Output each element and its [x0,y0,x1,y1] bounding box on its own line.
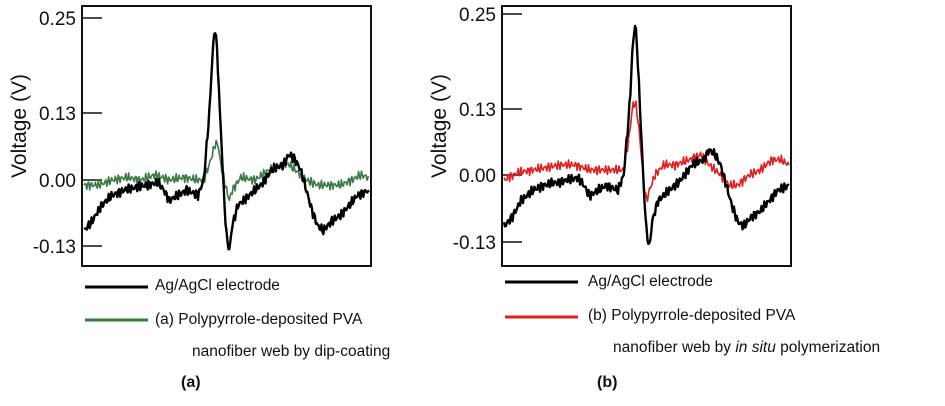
legend-b-series-label-2: nanofiber web by in situ polymerization [613,339,880,357]
series-line-ag-agcl [502,24,790,246]
caption-a: (a) [181,374,201,391]
plot-frame-(b) [501,5,792,267]
legend-b-text-post: polymerization [775,339,881,356]
plot-frame-(a) [81,5,372,267]
series-line-polypyrrole [83,139,370,202]
caption-b: (b) [597,374,618,391]
y-axis-label: Voltage (V) [428,74,451,178]
y-tick-label: -0.13 [33,237,76,258]
y-tick-label: 0.25 [459,5,496,26]
y-axis-label: Voltage (V) [8,74,31,178]
legend-b-italic: in situ [735,339,776,356]
legend-a-ref-label: Ag/AgCl electrode [155,277,280,294]
series-line-ag-agcl [83,32,370,251]
y-tick-label: -0.13 [453,233,496,254]
legend-a-series-label-2: nanofiber web by dip-coating [192,343,391,360]
y-tick-label: 0.13 [459,100,496,121]
y-tick-label: 0.25 [39,9,76,30]
series-line-polypyrrole [503,100,790,203]
legend-b-text: nanofiber web by [613,339,736,356]
y-tick-label: 0.00 [39,171,76,192]
legend-b-ref-label: Ag/AgCl electrode [588,273,713,290]
legend-a-series-label: (a) Polypyrrole-deposited PVA [155,311,363,328]
y-tick-label: 0.00 [459,166,496,187]
y-tick-label: 0.13 [39,104,76,125]
legend-b-series-label: (b) Polypyrrole-deposited PVA [588,307,796,324]
